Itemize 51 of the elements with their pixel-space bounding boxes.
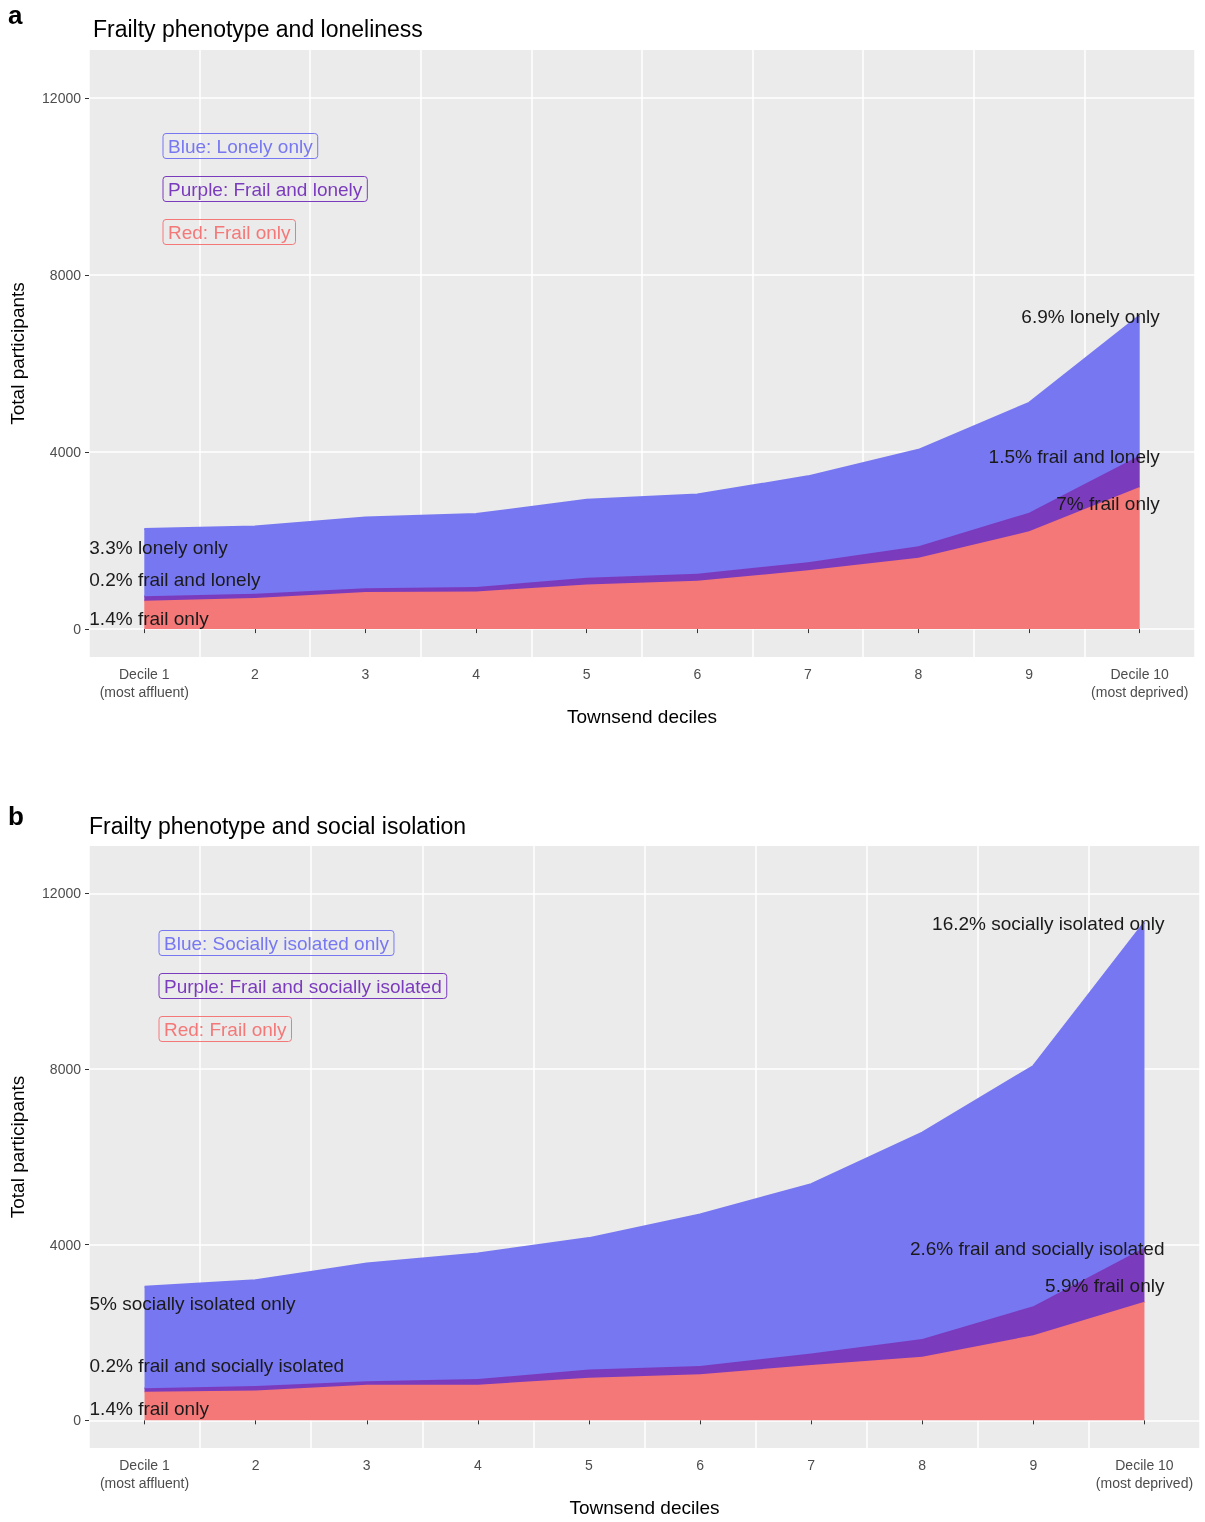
x-tick-label: 8	[918, 1457, 927, 1473]
x-tick-label: 8	[914, 666, 923, 682]
annotation: 0.2% frail and socially isolated	[89, 1355, 345, 1377]
chart-title: Frailty phenotype and loneliness	[93, 15, 423, 42]
y-axis-title: Total participants	[7, 1075, 28, 1219]
y-tick-label: 0	[73, 1412, 82, 1429]
annotation: 0.2% frail and lonely	[89, 568, 261, 590]
y-tick-label: 4000	[49, 1236, 82, 1253]
y-tick-label: 0	[73, 621, 82, 638]
text: Blue: Socially isolated only	[164, 932, 390, 954]
y-tick-label: 12000	[42, 89, 82, 106]
y-tick-label: 12000	[42, 885, 82, 902]
annotation: 2.6% frail and socially isolated	[909, 1238, 1165, 1260]
x-axis-title: Townsend deciles	[567, 706, 717, 727]
x-tick-label: Decile 1 (most affluent)	[99, 1457, 190, 1491]
text: Red: Frail only	[168, 221, 291, 243]
y-tick-label: 8000	[49, 266, 82, 283]
y-tick-label: 4000	[49, 444, 82, 461]
x-tick-label: 9	[1025, 666, 1034, 682]
x-tick-label: 7	[804, 666, 812, 682]
annotation: 1.4% frail only	[89, 607, 210, 629]
x-tick-label: 5	[582, 666, 591, 682]
x-tick-label: 4	[473, 1457, 482, 1473]
x-tick-label: 2	[251, 666, 259, 682]
text: Blue: Lonely only	[168, 135, 314, 157]
text: Purple: Frail and lonely	[168, 178, 363, 200]
text: a	[8, 0, 23, 30]
annotation: 1.4% frail only	[89, 1397, 210, 1419]
annotation: 5% socially isolated only	[89, 1292, 296, 1314]
x-tick-label: 6	[696, 1457, 705, 1473]
x-tick-label: 3	[362, 1457, 371, 1473]
x-tick-label: 3	[361, 666, 370, 682]
x-tick-label: 2	[251, 1457, 260, 1473]
x-tick-label: Decile 10 (most deprived)	[1095, 1457, 1194, 1491]
x-tick-label: 9	[1029, 1457, 1038, 1473]
x-axis-title: Townsend deciles	[569, 1497, 720, 1518]
annotation: 6.9% lonely only	[1021, 306, 1161, 328]
text: Red: Frail only	[164, 1018, 287, 1040]
annotation: 3.3% lonely only	[89, 536, 229, 558]
x-tick-label: 7	[807, 1457, 816, 1473]
x-tick-label: 4	[472, 666, 481, 682]
chart-title: Frailty phenotype and social isolation	[89, 812, 467, 839]
text: b	[8, 801, 24, 831]
text: Purple: Frail and socially isolated	[164, 975, 442, 997]
annotation: 16.2% socially isolated only	[932, 912, 1165, 934]
x-tick-label: 6	[693, 666, 702, 682]
y-tick-label: 8000	[49, 1061, 82, 1078]
y-axis-title: Total participants	[7, 282, 28, 425]
x-tick-label: Decile 1 (most affluent)	[99, 666, 189, 700]
x-tick-label: 5	[585, 1457, 594, 1473]
x-tick-label: Decile 10 (most deprived)	[1091, 666, 1189, 700]
